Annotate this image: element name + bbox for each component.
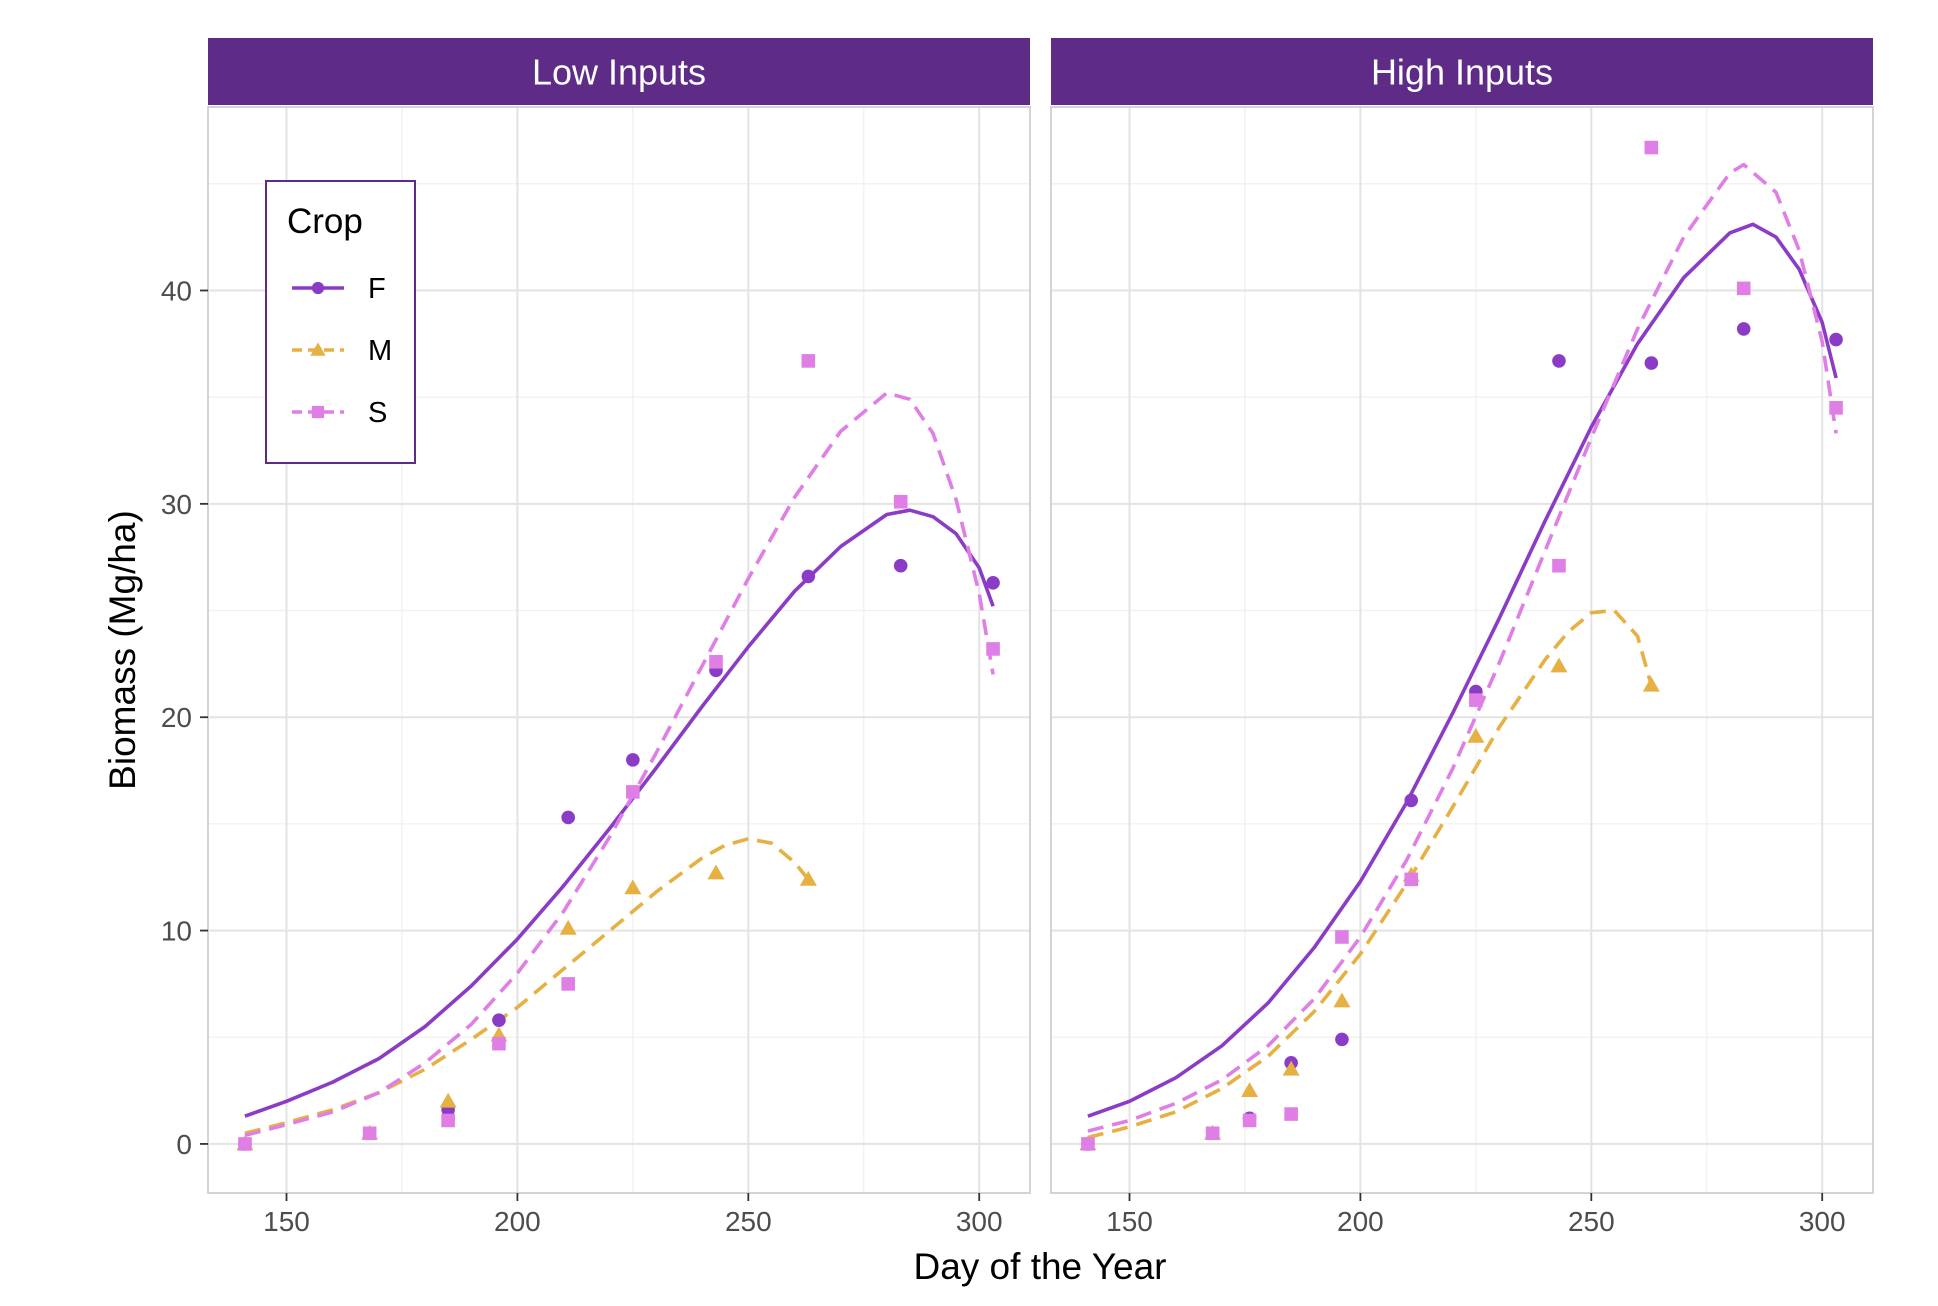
data-point-m: [559, 919, 577, 935]
x-tick-label: 250: [1568, 1206, 1615, 1237]
data-point-f: [626, 753, 640, 767]
fit-line-m: [244, 837, 810, 1136]
y-tick-label: 40: [161, 275, 192, 306]
data-point-f: [1335, 1032, 1349, 1047]
data-point-f: [492, 1013, 506, 1027]
legend-label-s: S: [368, 397, 387, 429]
x-axis-title: Day of the Year: [913, 1246, 1166, 1287]
y-tick-label: 10: [161, 916, 192, 947]
y-axis-title: Biomass (Mg/ha): [102, 510, 143, 790]
data-point-s: [709, 654, 723, 669]
y-tick-label: 20: [161, 702, 192, 733]
data-point-s: [1736, 281, 1751, 296]
data-point-m: [1333, 992, 1351, 1008]
data-point-m: [1241, 1082, 1259, 1097]
fit-line-s: [1087, 162, 1838, 1133]
data-point-m: [799, 870, 817, 886]
data-point-s: [626, 785, 640, 799]
data-point-s: [561, 977, 576, 991]
x-tick-label: 300: [1799, 1206, 1846, 1237]
data-point-s: [1081, 1137, 1095, 1151]
legend-key-marker-f: [311, 281, 325, 295]
data-point-s: [441, 1113, 455, 1128]
data-point-s: [1205, 1126, 1220, 1141]
facet-title: High Inputs: [1371, 52, 1553, 93]
data-point-f: [801, 569, 816, 584]
data-point-s: [1552, 558, 1566, 573]
facet-strip: [208, 38, 1030, 105]
data-point-f: [561, 810, 576, 825]
fit-line-f: [1087, 222, 1838, 1118]
data-point-s: [893, 494, 908, 509]
data-point-m: [624, 879, 642, 895]
data-point-s: [1829, 401, 1843, 415]
data-point-s: [362, 1126, 377, 1141]
legend-key-marker-s: [311, 405, 325, 419]
data-point-f: [893, 558, 908, 573]
data-point-m: [1282, 1060, 1300, 1076]
data-point-s: [986, 642, 1000, 656]
data-point-f: [1644, 356, 1659, 370]
data-point-s: [1242, 1113, 1257, 1128]
y-tick-label: 0: [176, 1129, 192, 1160]
data-point-f: [1736, 322, 1751, 336]
data-point-m: [439, 1092, 457, 1108]
data-point-m: [1642, 676, 1660, 692]
data-point-m: [1550, 657, 1568, 673]
data-point-f: [1552, 354, 1566, 368]
legend-box: [265, 180, 416, 464]
legend-label-f: F: [368, 273, 386, 305]
fit-line-m: [1087, 608, 1654, 1140]
data-point-m: [1467, 727, 1485, 743]
panel-background: [1051, 107, 1873, 1193]
fit-line-s: [244, 391, 995, 1138]
facet-strip: [1051, 38, 1873, 105]
x-tick-label: 200: [1337, 1206, 1384, 1237]
data-point-f: [986, 575, 1000, 590]
data-point-s: [1335, 930, 1349, 944]
data-point-f: [1404, 793, 1419, 808]
x-tick-label: 200: [494, 1206, 541, 1237]
facet-title: Low Inputs: [532, 52, 706, 93]
panel-border: [207, 106, 1031, 1194]
data-point-s: [1469, 693, 1483, 707]
data-point-s: [1404, 872, 1419, 887]
x-tick-label: 150: [263, 1206, 310, 1237]
data-point-s: [801, 354, 816, 368]
x-tick-label: 300: [956, 1206, 1003, 1237]
data-point-f: [1829, 332, 1843, 347]
data-point-s: [492, 1036, 506, 1051]
data-point-s: [1284, 1107, 1298, 1121]
data-point-s: [238, 1137, 252, 1151]
legend-key-marker-m: [310, 342, 326, 356]
x-tick-label: 250: [725, 1206, 772, 1237]
fit-line-f: [244, 508, 995, 1118]
y-tick-label: 30: [161, 489, 192, 520]
legend-title: Crop: [287, 202, 363, 241]
x-tick-label: 150: [1106, 1206, 1153, 1237]
data-point-m: [707, 864, 725, 880]
data-point-s: [1644, 140, 1659, 155]
panel-border: [1050, 106, 1874, 1194]
legend-label-m: M: [368, 335, 392, 367]
